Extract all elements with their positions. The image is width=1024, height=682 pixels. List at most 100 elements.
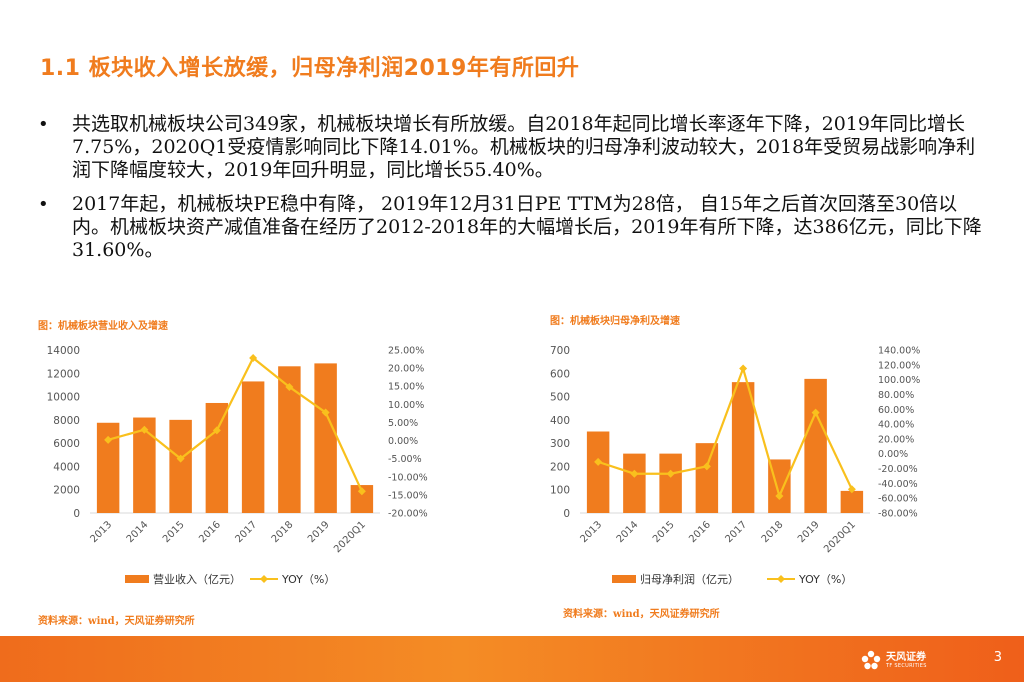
bar-2014 [133, 417, 156, 513]
legend-bar-label: 营业收入（亿元） [153, 572, 241, 586]
right-axis-tick-label: -80.00% [878, 509, 918, 520]
right-axis-tick-label: -40.00% [878, 479, 918, 490]
right-axis-tick-label: -20.00% [388, 509, 428, 520]
right-axis-tick-label: 20.00% [388, 364, 424, 375]
left-axis-tick-label: 10000 [47, 392, 80, 404]
yoy-point-2015 [666, 469, 675, 478]
right-axis-tick-label: -5.00% [388, 454, 422, 465]
bar-2015 [169, 419, 192, 513]
x-tick-label: 2013 [88, 519, 114, 545]
legend-bar-swatch [612, 575, 636, 583]
flower-logo-icon [861, 650, 881, 670]
left-axis-tick-label: 600 [550, 368, 570, 380]
yoy-point-2018 [285, 382, 294, 391]
bullet-list: • 共选取机械板块公司349家，机械板块增长有所放缓。自2018年起同比增长率逐… [36, 113, 986, 273]
x-tick-label: 2016 [687, 519, 713, 545]
left-axis-tick-label: 6000 [53, 438, 80, 450]
left-axis-tick-label: 500 [550, 392, 570, 404]
right-axis-tick-label: -10.00% [388, 472, 428, 483]
yoy-line [597, 364, 853, 500]
left-axis-tick-label: 0 [563, 508, 570, 520]
bullet-text: 2017年起，机械板块PE稳中有降， 2019年12月31日PE TTM为28倍… [72, 193, 982, 261]
yoy-point-2014 [630, 469, 639, 478]
brand-name-en: TF SECURITIES [886, 662, 927, 669]
yoy-point-2018 [775, 491, 784, 500]
left-axis-tick-label: 700 [550, 345, 570, 357]
right-axis-tick-label: 5.00% [388, 418, 418, 429]
source-note-profit: 资料来源：wind，天风证券研究所 [563, 609, 720, 620]
x-tick-label: 2020Q1 [822, 519, 858, 555]
yoy-line [107, 356, 363, 492]
bullet-dot: • [38, 194, 49, 215]
bar-2014 [623, 453, 646, 513]
legend-bar-swatch [125, 575, 149, 583]
left-axis-tick-label: 12000 [47, 368, 80, 380]
legend-line-label: YOY（%） [281, 573, 335, 586]
right-axis-tick-label: 25.00% [388, 346, 424, 357]
bar-2013 [96, 422, 120, 513]
x-tick-label: 2019 [796, 519, 822, 545]
left-axis-tick-label: 300 [550, 438, 570, 450]
yoy-point-2017 [249, 353, 258, 362]
legend-bar-label: 归母净利润（亿元） [640, 572, 739, 586]
brand-name: 天风证券 [886, 651, 926, 663]
yoy-point-2020Q1 [847, 485, 856, 494]
chart-caption-profit: 图：机械板块归母净利及增速 [550, 316, 680, 327]
right-axis-tick-label: 100.00% [878, 375, 920, 386]
footer-bar: 天风证券 TF SECURITIES 3 [0, 636, 1024, 682]
right-axis-tick-label: -60.00% [878, 494, 918, 505]
x-tick-label: 2014 [125, 519, 151, 545]
x-tick-label: 2019 [306, 519, 332, 545]
yoy-point-2016 [212, 426, 221, 435]
x-tick-label: 2018 [760, 519, 786, 545]
left-axis-tick-label: 14000 [47, 345, 80, 357]
left-axis-tick-label: 200 [550, 461, 570, 473]
right-axis-tick-label: 40.00% [878, 420, 914, 431]
right-axis-tick-label: 80.00% [878, 390, 914, 401]
right-axis-tick-label: 0.00% [388, 436, 418, 447]
left-axis-tick-label: 0 [73, 508, 80, 520]
yoy-point-2017 [739, 364, 748, 373]
legend-line-marker [260, 575, 268, 583]
yoy-point-2019 [811, 408, 820, 417]
yoy-point-2019 [321, 408, 330, 417]
x-tick-label: 2015 [161, 519, 187, 545]
x-tick-label: 2020Q1 [332, 519, 368, 555]
right-axis-tick-label: 60.00% [878, 405, 914, 416]
x-tick-label: 2015 [651, 519, 677, 545]
right-axis-tick-label: 20.00% [878, 434, 914, 445]
legend-line-marker [777, 575, 785, 583]
yoy-point-2015 [176, 454, 185, 463]
bar-2019 [314, 363, 337, 513]
right-axis-tick-label: 15.00% [388, 382, 424, 393]
bar-2019 [804, 378, 827, 513]
left-axis-tick-label: 8000 [53, 415, 80, 427]
revenue-chart: 0 2000 4000 6000 8000 10000 12000 14000 -20.00% -… [47, 345, 428, 586]
x-tick-label: 2013 [578, 519, 604, 545]
right-axis-tick-label: 120.00% [878, 360, 920, 371]
left-axis-tick-label: 2000 [53, 485, 80, 497]
right-axis-tick-label: 140.00% [878, 346, 920, 357]
left-axis-tick-label: 400 [550, 415, 570, 427]
bar-2017 [241, 381, 265, 513]
source-note-revenue: 资料来源：wind，天风证券研究所 [38, 616, 195, 627]
yoy-point-2013 [594, 457, 603, 466]
bullet-item: • 共选取机械板块公司349家，机械板块增长有所放缓。自2018年起同比增长率逐… [36, 113, 986, 182]
yoy-point-2014 [140, 425, 149, 434]
bar-2020Q1 [840, 490, 864, 513]
bar-2020Q1 [350, 485, 374, 513]
chart-caption-revenue: 图：机械板块营业收入及增速 [38, 321, 168, 332]
x-tick-label: 2017 [233, 519, 259, 545]
bar-2016 [695, 443, 719, 513]
left-axis-tick-label: 100 [550, 485, 570, 497]
bullet-text: 共选取机械板块公司349家，机械板块增长有所放缓。自2018年起同比增长率逐年下… [72, 113, 976, 181]
bar-2015 [659, 453, 682, 513]
bar-2016 [205, 402, 229, 513]
profit-chart: 0 100 200 300 400 500 600 700 -80.00% -60.00% -40.… [550, 345, 920, 586]
bullet-item: • 2017年起，机械板块PE稳中有降， 2019年12月31日PE TTM为2… [36, 193, 986, 262]
bullet-dot: • [38, 114, 49, 135]
bar-2017 [731, 382, 755, 513]
x-tick-label: 2016 [197, 519, 223, 545]
page-number: 3 [993, 650, 1002, 665]
x-tick-label: 2017 [723, 519, 749, 545]
